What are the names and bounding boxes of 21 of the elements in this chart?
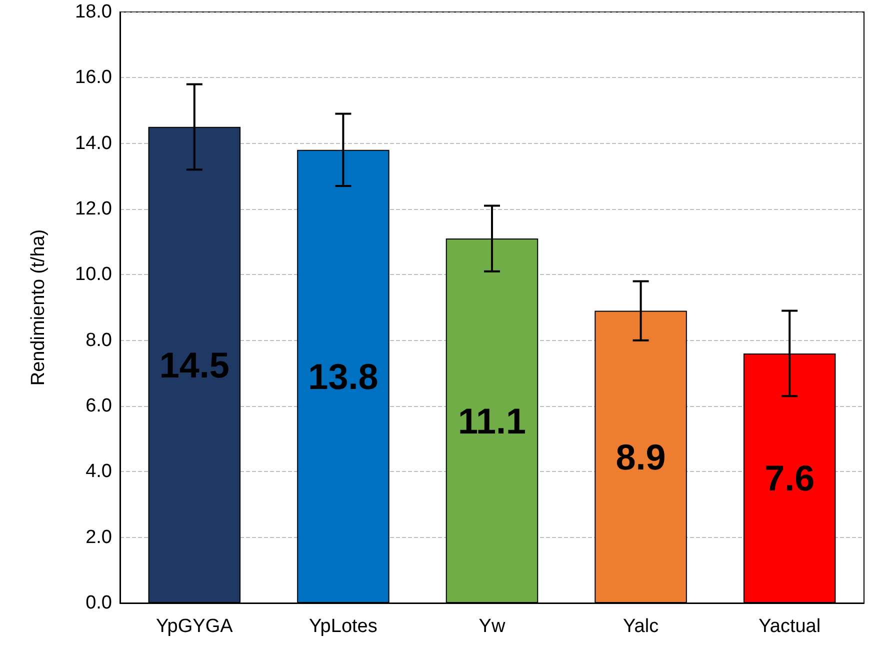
y-tick-label: 10.0 [75,264,112,286]
data-label: 14.5 [159,344,230,386]
x-tick-label: Yw [478,616,506,637]
y-tick-label: 0.0 [86,592,112,614]
data-label: 8.9 [616,436,666,478]
y-tick-label: 4.0 [86,461,112,482]
y-tick-label: 16.0 [75,67,112,88]
data-label: 13.8 [308,356,378,397]
y-tick-label: 2.0 [86,526,112,548]
data-label: 11.1 [458,400,526,442]
x-tick-label: YpGYGA [156,616,234,637]
y-tick-label: 18.0 [75,2,112,22]
data-label: 7.6 [764,458,815,499]
x-tick-label: Yactual [758,616,821,637]
y-tick-label: 14.0 [75,132,112,154]
x-tick-label: YpLotes [309,616,378,637]
y-tick-label: 8.0 [86,330,112,351]
x-tick-label: Yalc [623,616,659,637]
y-tick-label: 12.0 [75,198,112,220]
y-axis-title: Rendimiento (t/ha) [28,229,49,386]
y-tick-label: 6.0 [86,396,112,416]
